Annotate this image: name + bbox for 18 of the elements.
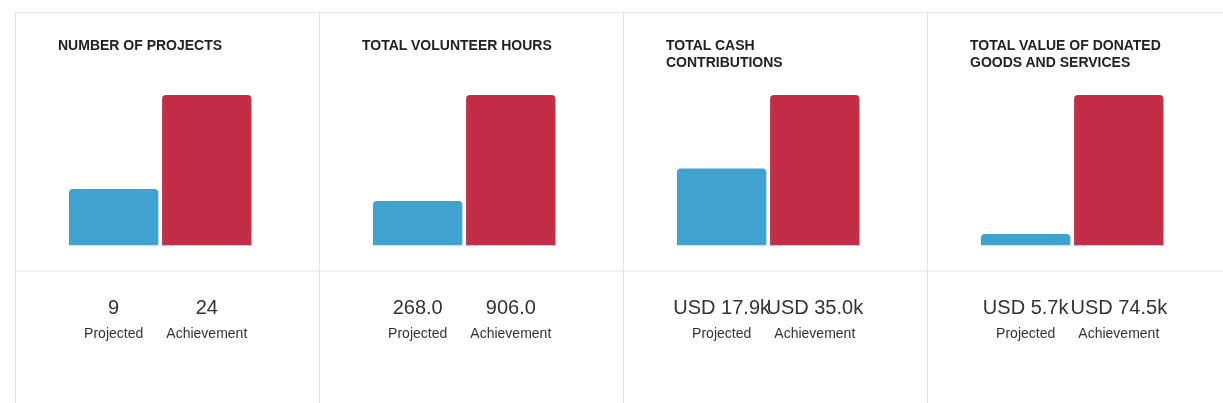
data-label: 268.0 bbox=[392, 296, 443, 319]
data-label: 24 bbox=[195, 296, 218, 319]
chart-title: TOTAL VOLUNTEER HOURS bbox=[362, 37, 553, 54]
chart-title: TOTAL CASH CONTRIBUTIONS bbox=[666, 37, 784, 71]
x-tick-label: Projected bbox=[692, 324, 752, 341]
data-label: USD 74.5k bbox=[1070, 296, 1169, 319]
chart-title: TOTAL VALUE OF DONATED GOODS AND SERVICES bbox=[970, 37, 1162, 71]
x-tick-label: Achievement bbox=[470, 324, 552, 341]
x-tick-label: Projected bbox=[996, 324, 1056, 341]
x-tick-label: Achievement bbox=[774, 324, 856, 341]
chart-title: NUMBER OF PROJECTS bbox=[58, 37, 224, 54]
data-label: 9 bbox=[108, 296, 120, 319]
x-tick-label: Projected bbox=[388, 324, 448, 341]
x-tick-label: Achievement bbox=[166, 324, 248, 341]
data-label: USD 5.7k bbox=[982, 296, 1070, 319]
x-tick-label: Achievement bbox=[1078, 324, 1160, 341]
data-label: 906.0 bbox=[485, 296, 536, 319]
x-tick-label: Projected bbox=[84, 324, 144, 341]
